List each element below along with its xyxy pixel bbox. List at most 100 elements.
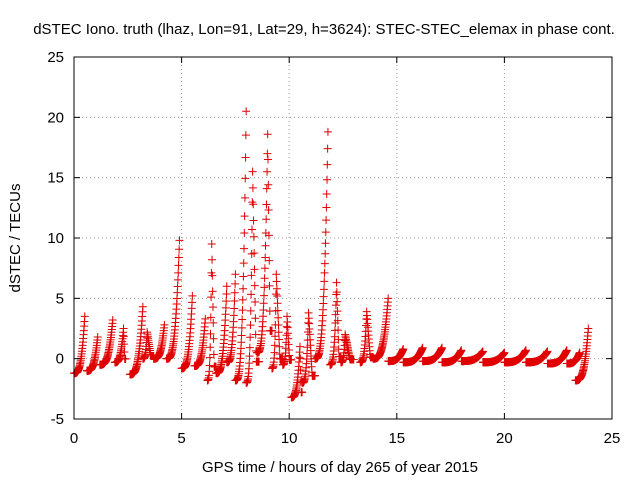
data-point xyxy=(209,334,218,343)
data-point xyxy=(231,270,240,279)
data-point xyxy=(160,320,169,329)
data-arc xyxy=(190,314,210,370)
data-point xyxy=(239,284,248,293)
data-arc xyxy=(311,127,332,363)
data-point xyxy=(174,261,183,270)
data-point xyxy=(249,232,258,241)
data-point xyxy=(240,244,249,253)
data-arc xyxy=(298,308,320,387)
data-point xyxy=(93,332,102,341)
data-point xyxy=(175,236,184,245)
data-point xyxy=(323,160,332,169)
data-point xyxy=(263,149,272,158)
data-points xyxy=(70,107,593,402)
data-point xyxy=(231,279,240,288)
data-arc xyxy=(562,348,584,368)
x-tick-label: 10 xyxy=(281,430,298,447)
axis-ticks: 0 5 10 15 20 25 -5 0 5 10 15 20 25 xyxy=(47,49,620,447)
data-point xyxy=(249,200,258,209)
y-tick-label: 10 xyxy=(47,230,64,247)
data-point xyxy=(237,323,246,332)
data-point xyxy=(241,174,250,183)
data-arc xyxy=(399,343,427,367)
data-arc xyxy=(457,347,487,366)
y-tick-label: 15 xyxy=(47,170,64,187)
data-point xyxy=(250,249,259,258)
data-point xyxy=(221,303,230,312)
data-point xyxy=(250,281,259,290)
data-point xyxy=(399,345,408,354)
data-point xyxy=(321,228,330,237)
data-point xyxy=(264,180,273,189)
data-point xyxy=(321,249,330,258)
data-arc xyxy=(203,240,221,385)
data-point xyxy=(246,306,255,315)
data-point xyxy=(230,304,239,313)
data-point xyxy=(238,295,247,304)
data-arc xyxy=(521,347,552,367)
data-arc xyxy=(437,346,466,367)
data-point xyxy=(173,275,182,284)
data-point xyxy=(575,348,584,357)
data-point xyxy=(259,299,268,308)
data-arc xyxy=(336,330,358,367)
data-point xyxy=(119,324,128,333)
x-tick-label: 25 xyxy=(604,430,621,447)
data-point xyxy=(248,198,257,207)
data-point xyxy=(274,321,283,330)
data-point xyxy=(319,299,328,308)
data-arc xyxy=(212,282,231,378)
data-point xyxy=(262,215,271,224)
data-arc xyxy=(177,291,197,373)
data-point xyxy=(272,277,281,286)
x-tick-label: 20 xyxy=(496,430,513,447)
data-point xyxy=(296,354,305,363)
data-arc xyxy=(287,342,307,402)
data-point xyxy=(457,346,466,355)
data-point xyxy=(478,347,487,356)
data-point xyxy=(272,270,281,279)
data-point xyxy=(334,326,343,335)
data-point xyxy=(241,131,250,140)
data-point xyxy=(246,321,255,330)
data-point xyxy=(222,289,231,298)
y-tick-label: 0 xyxy=(56,351,64,368)
data-point xyxy=(238,315,247,324)
data-point xyxy=(222,282,231,291)
data-point xyxy=(259,306,268,315)
data-point xyxy=(264,231,273,240)
data-point xyxy=(298,388,307,397)
data-point xyxy=(207,240,216,249)
data-point xyxy=(80,312,89,321)
data-point xyxy=(206,313,215,322)
data-point xyxy=(240,193,249,202)
data-point xyxy=(295,342,304,351)
data-point xyxy=(271,290,280,299)
data-point xyxy=(246,333,255,342)
data-point xyxy=(319,285,328,294)
data-point xyxy=(230,296,239,305)
data-point xyxy=(331,301,340,310)
data-arc xyxy=(543,346,571,368)
data-point xyxy=(237,331,246,340)
data-point xyxy=(120,347,129,356)
data-point xyxy=(267,326,276,335)
data-arc xyxy=(278,312,296,369)
data-point xyxy=(282,331,291,340)
data-point xyxy=(273,291,282,300)
data-point xyxy=(174,268,183,277)
data-point xyxy=(263,155,272,164)
data-point xyxy=(384,294,393,303)
data-point xyxy=(273,299,282,308)
data-point xyxy=(319,292,328,301)
data-point xyxy=(250,265,259,274)
data-point xyxy=(175,245,184,254)
data-point xyxy=(320,268,329,277)
data-point xyxy=(323,144,332,153)
y-tick-label: 5 xyxy=(56,290,64,307)
data-point xyxy=(222,297,231,306)
data-point xyxy=(205,361,214,370)
data-point xyxy=(333,316,342,325)
data-point xyxy=(282,322,291,331)
